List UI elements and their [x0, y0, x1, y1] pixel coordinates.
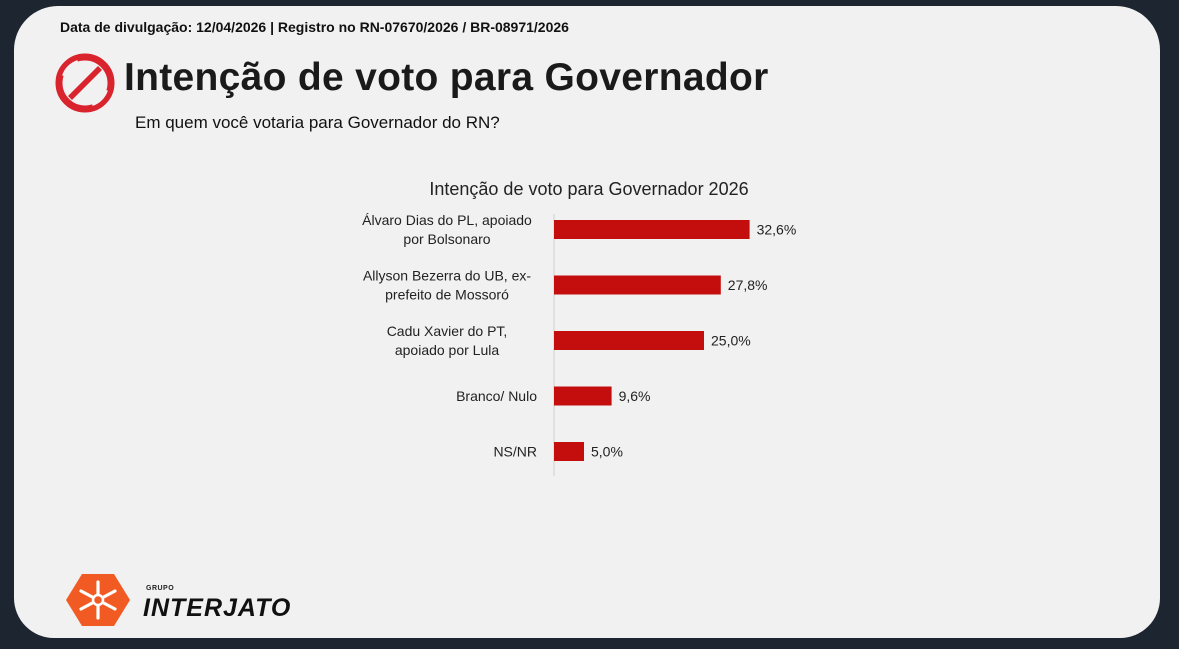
chart-title: Intenção de voto para Governador 2026	[429, 179, 748, 199]
page-title: Intenção de voto para Governador	[124, 56, 769, 99]
bar-2	[554, 331, 704, 350]
data-label-3: 9,6%	[619, 388, 651, 404]
data-label-4: 5,0%	[591, 444, 623, 460]
category-label-0: Álvaro Dias do PL, apoiado por Bolsonaro	[362, 212, 532, 247]
red-circle-logo-icon	[55, 53, 115, 113]
category-label-4: NS/NR	[493, 444, 537, 460]
poll-card: Data de divulgação: 12/04/2026 | Registr…	[14, 6, 1160, 638]
bar-0	[554, 220, 750, 239]
survey-question: Em quem você votaria para Governador do …	[135, 113, 500, 132]
data-label-1: 27,8%	[728, 277, 768, 293]
brand-name: INTERJATO	[143, 594, 292, 622]
data-label-2: 25,0%	[711, 333, 751, 349]
disclosure-text: Data de divulgação: 12/04/2026 | Registr…	[60, 19, 569, 35]
category-label-1: Allyson Bezerra do UB, ex-prefeito de Mo…	[363, 268, 531, 303]
brand-group-label: GRUPO	[146, 585, 175, 592]
category-label-2: Cadu Xavier do PT, apoiado por Lula	[387, 323, 508, 358]
bar-chart: Intenção de voto para Governador 2026 32…	[362, 179, 797, 476]
data-label-0: 32,6%	[757, 222, 797, 238]
starburst-logo-icon	[66, 574, 130, 626]
bar-1	[554, 275, 721, 295]
bar-3	[554, 386, 612, 406]
category-label-3: Branco/ Nulo	[456, 388, 537, 404]
bar-4	[554, 442, 584, 461]
